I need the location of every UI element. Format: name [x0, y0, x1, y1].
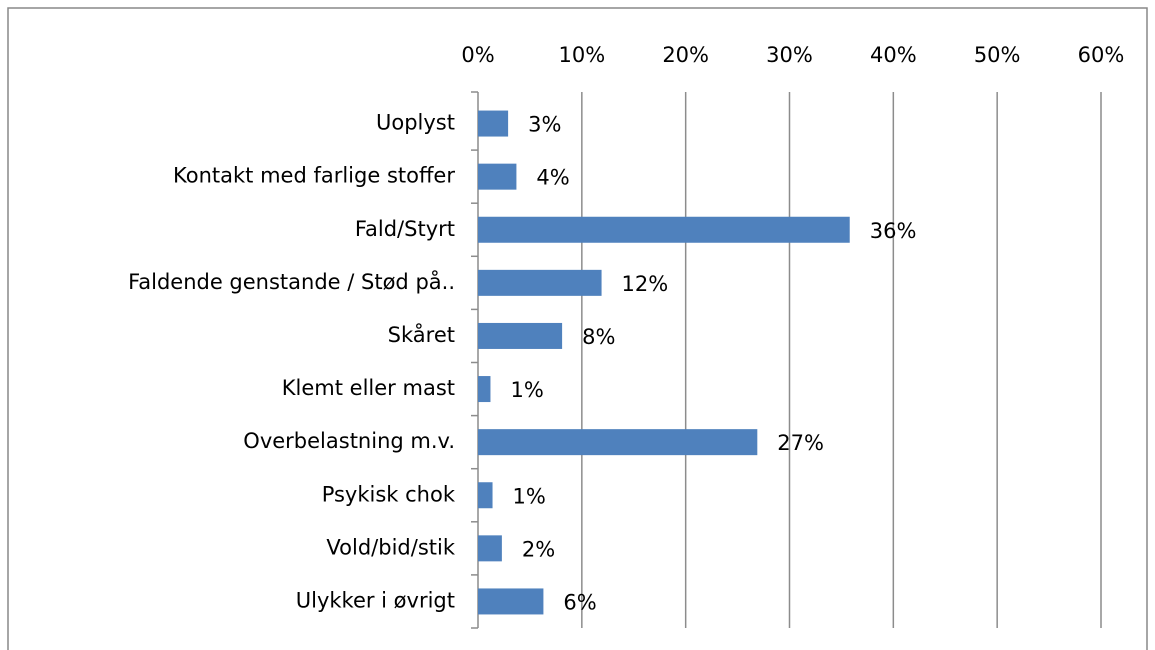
bar	[478, 216, 850, 243]
chart-border	[7, 7, 1148, 650]
x-tick-label: 0%	[461, 43, 494, 67]
y-tick-label: Uoplyst	[376, 111, 455, 135]
y-tick-label: Psykisk chok	[322, 482, 456, 506]
y-tick-label: Ulykker i øvrigt	[296, 588, 455, 612]
y-tick-label: Klemt eller mast	[282, 376, 455, 400]
y-tick-label: Skåret	[388, 322, 455, 347]
y-tick-label: Fald/Styrt	[355, 217, 455, 241]
data-label: 3%	[528, 113, 561, 137]
x-tick-label: 10%	[558, 43, 605, 67]
y-tick-label: Vold/bid/stik	[326, 535, 455, 559]
data-label: 27%	[777, 431, 824, 455]
data-label: 12%	[622, 272, 669, 296]
y-tick-label: Kontakt med farlige stoffer	[173, 164, 455, 188]
bar	[478, 482, 493, 509]
data-label: 4%	[536, 166, 569, 190]
data-label: 8%	[582, 325, 615, 349]
x-tick-label: 60%	[1078, 43, 1125, 67]
bar	[478, 429, 758, 456]
x-tick-label: 20%	[662, 43, 709, 67]
bar	[478, 110, 509, 137]
bar	[478, 376, 491, 403]
data-label: 36%	[870, 219, 917, 243]
x-tick-label: 30%	[766, 43, 813, 67]
data-label: 6%	[563, 590, 596, 614]
bar	[478, 322, 563, 349]
x-tick-label: 40%	[870, 43, 917, 67]
data-label: 1%	[510, 378, 543, 402]
bar	[478, 588, 544, 615]
x-tick-label: 50%	[974, 43, 1021, 67]
bar	[478, 269, 602, 296]
y-tick-label: Faldende genstande / Stød på..	[128, 269, 455, 294]
data-label: 1%	[513, 484, 546, 508]
y-tick-label: Overbelastning m.v.	[243, 429, 455, 453]
data-label: 2%	[522, 537, 555, 561]
bar	[478, 535, 502, 562]
bar	[478, 163, 517, 190]
